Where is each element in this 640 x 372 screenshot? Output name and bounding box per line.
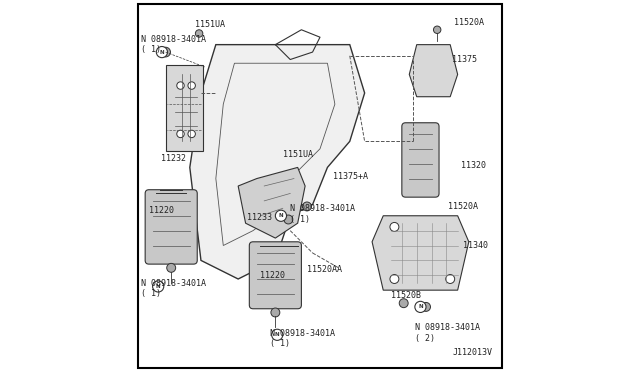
Circle shape bbox=[177, 82, 184, 89]
Polygon shape bbox=[190, 45, 365, 279]
Circle shape bbox=[271, 308, 280, 317]
Text: 11340: 11340 bbox=[463, 241, 488, 250]
Text: N: N bbox=[159, 49, 164, 55]
Text: 11220: 11220 bbox=[149, 206, 174, 215]
FancyBboxPatch shape bbox=[402, 123, 439, 197]
Circle shape bbox=[152, 281, 164, 292]
Circle shape bbox=[422, 302, 431, 311]
Circle shape bbox=[433, 26, 441, 33]
Text: N 08918-3401A
( 2): N 08918-3401A ( 2) bbox=[415, 323, 480, 343]
Text: 11320: 11320 bbox=[461, 161, 486, 170]
Circle shape bbox=[390, 222, 399, 231]
Circle shape bbox=[156, 46, 168, 58]
Text: 11375: 11375 bbox=[452, 55, 477, 64]
Circle shape bbox=[188, 130, 195, 138]
Text: N 08918-3401A
( 1): N 08918-3401A ( 1) bbox=[141, 35, 207, 54]
Text: N: N bbox=[156, 284, 161, 289]
Circle shape bbox=[188, 82, 195, 89]
Circle shape bbox=[284, 215, 293, 224]
Circle shape bbox=[275, 210, 287, 221]
FancyBboxPatch shape bbox=[166, 65, 203, 151]
Circle shape bbox=[445, 275, 454, 283]
Polygon shape bbox=[238, 167, 305, 238]
Text: 11232: 11232 bbox=[161, 154, 186, 163]
Text: N: N bbox=[275, 332, 280, 337]
Circle shape bbox=[271, 329, 283, 340]
Text: N: N bbox=[278, 213, 284, 218]
FancyBboxPatch shape bbox=[145, 190, 197, 264]
Circle shape bbox=[415, 301, 426, 312]
Text: N 08918-3401A
( 1): N 08918-3401A ( 1) bbox=[141, 279, 207, 298]
Circle shape bbox=[195, 30, 203, 37]
Text: N: N bbox=[418, 304, 423, 310]
Circle shape bbox=[390, 275, 399, 283]
Text: 1151UA: 1151UA bbox=[195, 20, 225, 29]
FancyBboxPatch shape bbox=[250, 242, 301, 309]
Circle shape bbox=[303, 202, 312, 211]
Text: 11233: 11233 bbox=[248, 213, 273, 222]
Circle shape bbox=[161, 47, 170, 57]
Polygon shape bbox=[372, 216, 468, 290]
Text: 11520A: 11520A bbox=[454, 18, 484, 27]
Text: 1151UA: 1151UA bbox=[283, 150, 313, 159]
Circle shape bbox=[167, 263, 175, 272]
Text: 11520AA: 11520AA bbox=[307, 265, 342, 274]
Circle shape bbox=[399, 299, 408, 308]
Text: N 08918-3401A
( 1): N 08918-3401A ( 1) bbox=[291, 204, 355, 224]
Text: 11220: 11220 bbox=[260, 271, 285, 280]
Text: N 08918-3401A
( 1): N 08918-3401A ( 1) bbox=[270, 329, 335, 348]
Text: 11520A: 11520A bbox=[449, 202, 478, 211]
Text: 11375+A: 11375+A bbox=[333, 172, 368, 181]
Text: 11520B: 11520B bbox=[390, 291, 420, 300]
Circle shape bbox=[177, 130, 184, 138]
Text: J112013V: J112013V bbox=[452, 348, 492, 357]
Polygon shape bbox=[410, 45, 458, 97]
